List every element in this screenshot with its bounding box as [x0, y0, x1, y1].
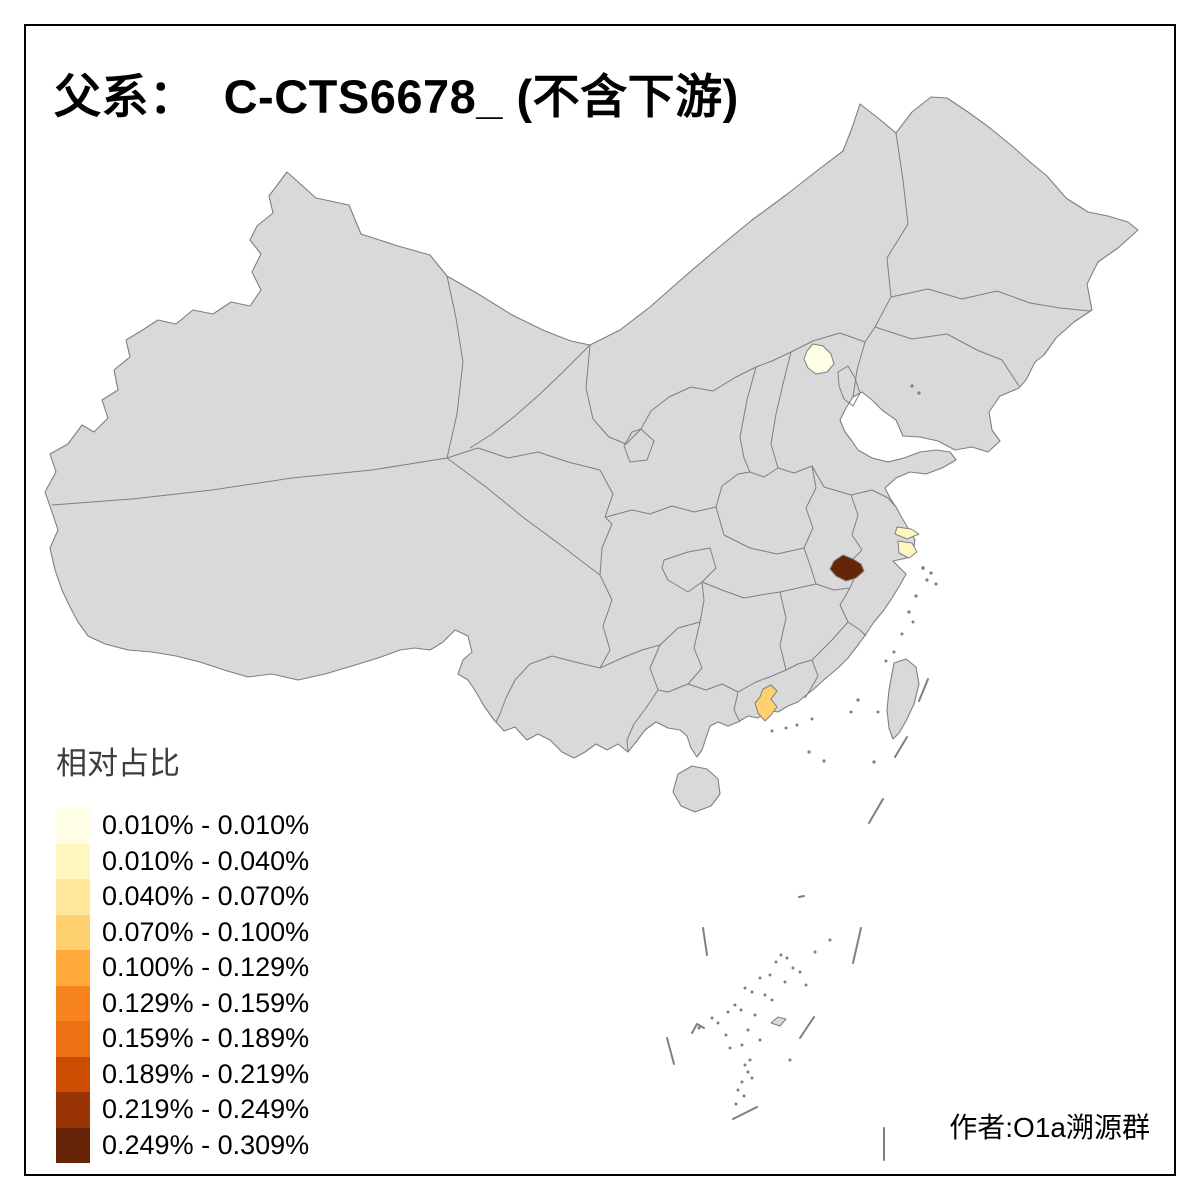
map-title: 父系： C-CTS6678_ (不含下游): [54, 70, 739, 123]
legend-item: 0.010% - 0.040%: [56, 843, 310, 879]
hainan-island: [672, 765, 721, 813]
legend-item: 0.159% - 0.189%: [56, 1021, 309, 1057]
legend-title: 相对占比: [56, 746, 180, 781]
legend-item: 0.129% - 0.159%: [56, 985, 310, 1021]
legend-label: 0.010% - 0.010%: [102, 810, 310, 840]
region-shanghai-highlight: [897, 540, 918, 559]
legend-items: 0.010% - 0.010% 0.010% - 0.040% 0.040% -…: [56, 808, 309, 1163]
legend-swatch: [56, 1021, 90, 1057]
legend-item: 0.040% - 0.070%: [56, 879, 309, 915]
legend-item: 0.249% - 0.309%: [56, 1127, 310, 1163]
legend-swatch: [56, 1127, 90, 1163]
region-beijing-highlight: [803, 343, 835, 375]
legend-swatch: [56, 1092, 90, 1128]
legend-label: 0.219% - 0.249%: [102, 1094, 310, 1124]
legend-label: 0.189% - 0.219%: [102, 1058, 310, 1089]
legend: 相对占比 0.010% - 0.010% 0.010% - 0.040% 0.0…: [56, 738, 309, 1163]
taiwan-island: [886, 658, 920, 740]
south-china-sea-islets: [697, 938, 832, 1106]
legend-swatch: [56, 950, 90, 986]
highlighted-regions: [754, 343, 920, 722]
province-borders: [51, 132, 1091, 753]
legend-label: 0.010% - 0.040%: [102, 845, 310, 876]
nine-dash-line: [666, 678, 929, 1161]
legend-label: 0.100% - 0.129%: [102, 952, 310, 982]
legend-swatch: [56, 985, 90, 1021]
legend-label: 0.159% - 0.189%: [102, 1023, 310, 1053]
legend-swatch: [56, 843, 90, 879]
author-credit: 作者:O1a溯源群: [949, 1112, 1150, 1143]
south-sea-islet: [770, 1016, 787, 1027]
legend-item: 0.100% - 0.129%: [56, 950, 309, 986]
legend-item: 0.189% - 0.219%: [56, 1056, 310, 1092]
legend-swatch: [56, 808, 90, 844]
legend-swatch: [56, 1056, 90, 1092]
legend-item: 0.070% - 0.100%: [56, 914, 310, 950]
legend-swatch: [56, 879, 90, 915]
legend-label: 0.070% - 0.100%: [102, 916, 310, 947]
region-guangzhou-highlight: [754, 684, 778, 722]
legend-label: 0.249% - 0.309%: [102, 1129, 310, 1160]
legend-swatch: [56, 914, 90, 950]
region-south-anhui-highlight: [829, 554, 865, 582]
china-mainland: [44, 96, 1139, 759]
legend-label: 0.129% - 0.159%: [102, 987, 310, 1018]
coastal-islets: [770, 384, 938, 764]
legend-item: 0.219% - 0.249%: [56, 1092, 309, 1128]
legend-item: 0.010% - 0.010%: [56, 808, 309, 844]
region-chongming-highlight: [894, 526, 920, 540]
legend-label: 0.040% - 0.070%: [102, 881, 310, 911]
